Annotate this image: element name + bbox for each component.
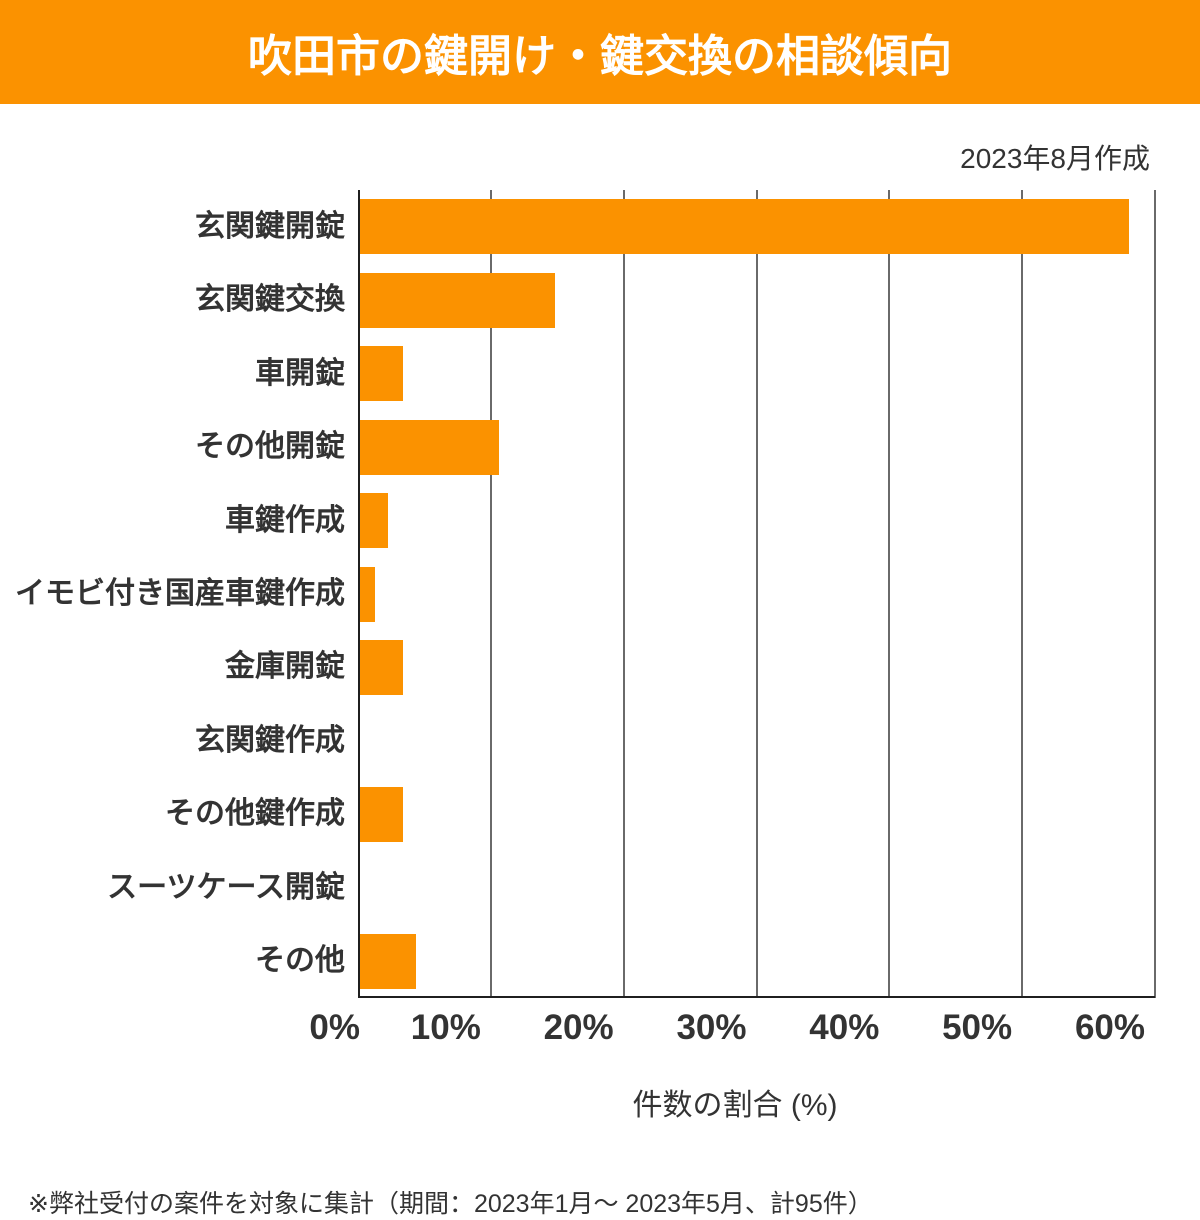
category-label: 玄関鍵開錠 (195, 209, 345, 243)
category-label: 玄関鍵交換 (195, 283, 345, 317)
x-tick-label: 10% (410, 1008, 481, 1047)
footnote: ※弊社受付の案件を対象に集計（期間：2023年1月～ 2023年5月、計95件） (28, 1190, 873, 1218)
x-axis-title: 件数の割合 (%) (632, 1089, 838, 1122)
category-label: 車開錠 (255, 356, 345, 390)
bar-玄関鍵開錠 (360, 199, 1130, 255)
title-banner: 吹田市の鍵開け・鍵交換の相談傾向 (0, 0, 1200, 104)
bar-その他 (360, 933, 416, 989)
bar-車鍵作成 (360, 493, 388, 549)
x-tick-label: 20% (543, 1008, 614, 1047)
bar-玄関鍵交換 (360, 272, 556, 328)
category-label: その他開錠 (195, 430, 345, 464)
category-label: 玄関鍵作成 (195, 723, 345, 757)
gridline-40% (888, 190, 891, 998)
bar-その他開錠 (360, 419, 500, 475)
x-tick-label: 60% (1074, 1008, 1145, 1047)
gridline-20% (622, 190, 625, 998)
x-tick-label: 30% (676, 1008, 747, 1047)
gridline-60% (1154, 190, 1156, 998)
category-label: スーツケース開錠 (107, 870, 345, 904)
y-axis-line (358, 190, 360, 998)
created-date-note: 2023年8月作成 (960, 143, 1150, 174)
x-tick-label: 40% (809, 1008, 880, 1047)
category-label: その他鍵作成 (165, 797, 345, 831)
category-label: 車鍵作成 (225, 503, 345, 537)
x-tick-label: 0% (309, 1008, 360, 1047)
category-label: 金庫開錠 (225, 650, 345, 684)
category-label: その他 (255, 944, 345, 978)
category-label: イモビ付き国産車鍵作成 (15, 577, 345, 610)
bar-金庫開錠 (360, 639, 403, 695)
bar-車開錠 (360, 346, 403, 402)
gridline-30% (755, 190, 758, 998)
bar-その他鍵作成 (360, 786, 403, 842)
page-title: 吹田市の鍵開け・鍵交換の相談傾向 (248, 32, 952, 81)
x-axis-line (358, 996, 1155, 998)
bar-イモビ付き国産車鍵作成 (360, 566, 375, 622)
gridline-10% (489, 190, 492, 998)
bar-chart-plot-area (358, 190, 1156, 998)
gridline-50% (1021, 190, 1024, 998)
x-tick-label: 50% (942, 1008, 1013, 1047)
